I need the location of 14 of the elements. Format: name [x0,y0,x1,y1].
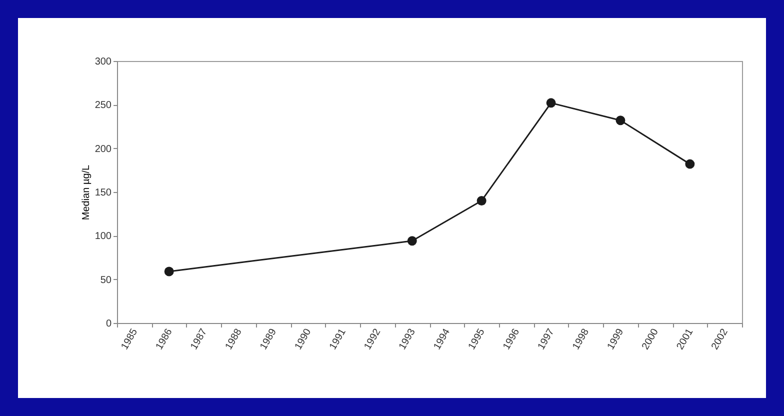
y-tick-label: 0 [106,318,112,330]
y-tick-label: 100 [94,231,112,242]
point [164,266,174,276]
point [616,116,626,126]
point [407,236,417,246]
point [476,196,486,206]
point [685,159,695,169]
y-tick-label: 300 [94,56,112,68]
y-tick-label: 150 [94,188,112,198]
y-tick-label: 200 [94,144,112,155]
y-axis-title: Median µg/L [80,164,92,220]
y-tick-label: 50 [100,274,112,286]
point [546,98,556,108]
y-tick-label: 250 [94,100,112,112]
